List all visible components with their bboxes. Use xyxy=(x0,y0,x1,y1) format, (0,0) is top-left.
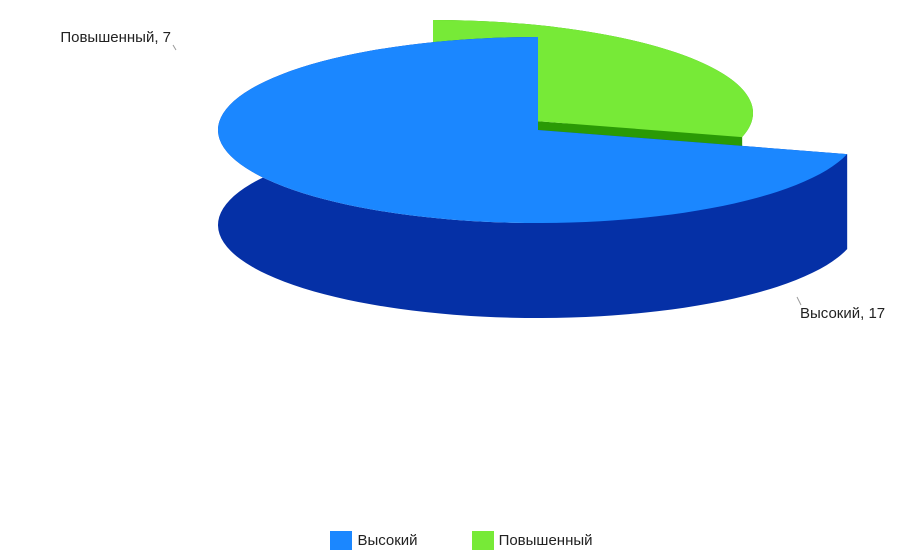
pie-chart: Высокий, 17 Повышенный, 7 xyxy=(60,20,885,322)
legend-item-vysokiy[interactable]: Высокий xyxy=(330,530,418,550)
legend-swatch xyxy=(471,530,494,550)
data-label-leader xyxy=(796,296,802,306)
legend-label: Высокий xyxy=(357,531,418,549)
data-label: Высокий, 17 xyxy=(800,305,885,322)
legend-swatch xyxy=(330,530,353,550)
pie-data-labels: Высокий, 17 Повышенный, 7 xyxy=(60,29,885,322)
data-label-leader xyxy=(172,44,177,51)
pie-slice[interactable] xyxy=(218,37,848,318)
legend: Высокий Повышенный xyxy=(0,528,923,552)
data-label: Повышенный, 7 xyxy=(60,29,171,46)
pie-slice-top xyxy=(218,37,848,223)
pie-slices xyxy=(218,20,848,318)
legend-label: Повышенный xyxy=(498,531,593,549)
legend-item-povyshennyy[interactable]: Повышенный xyxy=(471,530,593,550)
